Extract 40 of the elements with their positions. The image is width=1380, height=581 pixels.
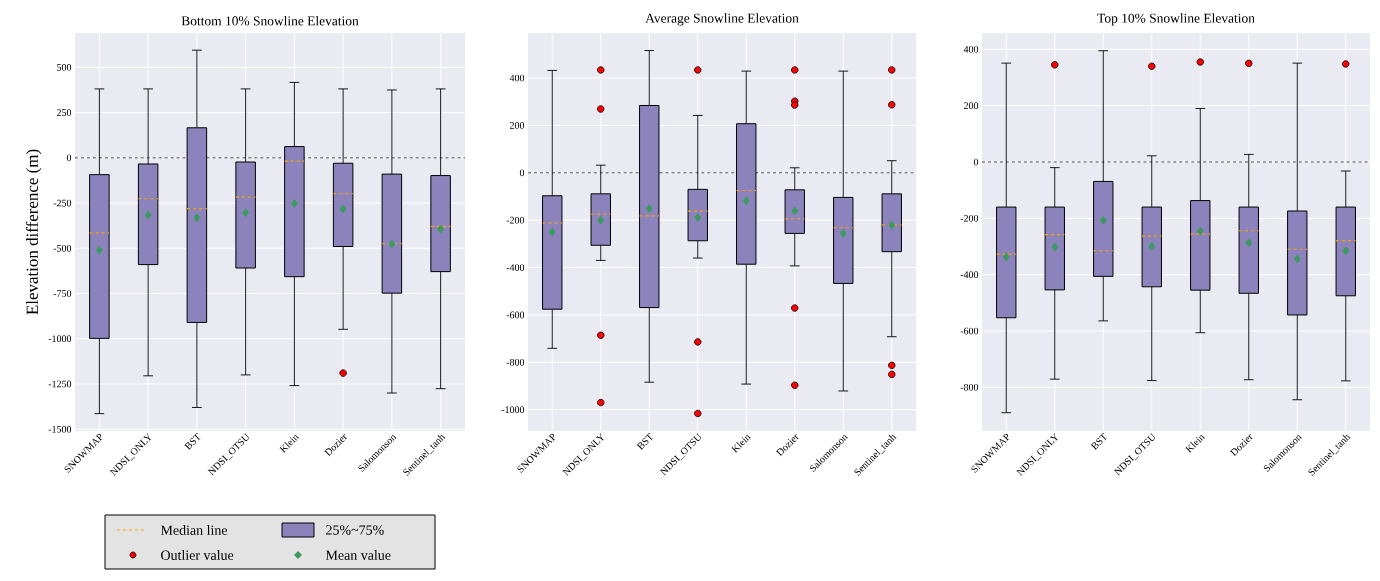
point xyxy=(339,204,347,214)
y-tick-label: -200 xyxy=(960,214,979,222)
point xyxy=(290,199,298,208)
point xyxy=(144,210,152,220)
y-tick-label: 500 xyxy=(57,64,72,71)
chart-title: Average Snowline Elevation xyxy=(645,13,799,26)
point xyxy=(193,213,201,223)
legend-label: Mean value xyxy=(325,550,391,560)
y-tick-label: -1000 xyxy=(48,335,72,343)
y-tick-label: -1250 xyxy=(48,380,72,388)
y-tick-label: 0 xyxy=(519,169,525,177)
y-tick-label: -600 xyxy=(960,327,979,335)
y-tick-label: 200 xyxy=(963,102,979,110)
y-tick-label: -1000 xyxy=(501,406,525,414)
y-tick-label: -400 xyxy=(960,271,979,279)
legend-label: Outlier value xyxy=(161,550,234,560)
y-tick-label: -200 xyxy=(506,216,525,224)
y-tick-label: 250 xyxy=(56,109,72,116)
y-tick-label: -1500 xyxy=(48,425,72,433)
y-tick-label: 200 xyxy=(509,122,525,129)
point xyxy=(388,239,396,249)
y-tick-label: -500 xyxy=(53,244,72,252)
y-tick-label: 400 xyxy=(509,74,525,82)
point xyxy=(95,245,103,255)
text: Median line xyxy=(160,525,228,535)
y-tick-label: -750 xyxy=(53,290,72,297)
legend-label: 25%~75% xyxy=(326,525,384,535)
chart-title: Bottom 10% Snowline Elevation xyxy=(181,15,359,26)
y-tick-label: 0 xyxy=(66,154,72,162)
chart-title: Top 10% Snowline Elevation xyxy=(1097,13,1255,26)
y-tick-label: -800 xyxy=(506,358,525,366)
point xyxy=(437,224,445,234)
point xyxy=(242,208,250,218)
y-tick-label: -400 xyxy=(506,264,525,271)
y-tick-label: -600 xyxy=(506,311,525,319)
y-tick-label: -250 xyxy=(53,199,72,207)
y-axis-title: Elevation difference (m) xyxy=(25,149,42,315)
y-tick-label: 400 xyxy=(963,45,979,53)
y-tick-label: 0 xyxy=(973,158,979,166)
y-tick-label: -800 xyxy=(960,383,979,391)
